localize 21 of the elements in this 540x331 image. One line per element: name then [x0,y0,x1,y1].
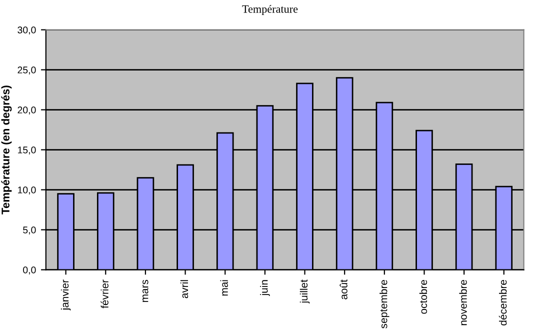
y-tick-label: 5,0 [23,226,36,235]
y-tick-label: 15,0 [18,146,36,155]
y-tick-label: 20,0 [18,106,36,115]
x-tick-label: février [100,280,108,308]
x-tick-label: mars [142,280,148,302]
x-tick-label: juin [260,280,270,296]
y-tick-label: 10,0 [18,186,36,195]
x-tick-label: novembre [459,280,467,326]
x-tick-label: mai [220,280,228,296]
x-tick-label: décembre [498,280,507,326]
y-tick-label: 0,0 [23,266,36,275]
x-tick-label: octobre [419,280,428,314]
y-axis-title: Température (en degrés) [1,86,12,214]
chart-title: Température [242,4,298,16]
x-tick-label: juillet [300,280,310,304]
x-tick-label: janvier [60,280,71,310]
x-tick-label: août [340,280,348,300]
x-tick-label: avril [180,280,188,298]
y-tick-label: 25,0 [18,66,36,75]
y-tick-label: 30,0 [18,26,36,35]
x-tick-label: septembre [380,280,390,328]
